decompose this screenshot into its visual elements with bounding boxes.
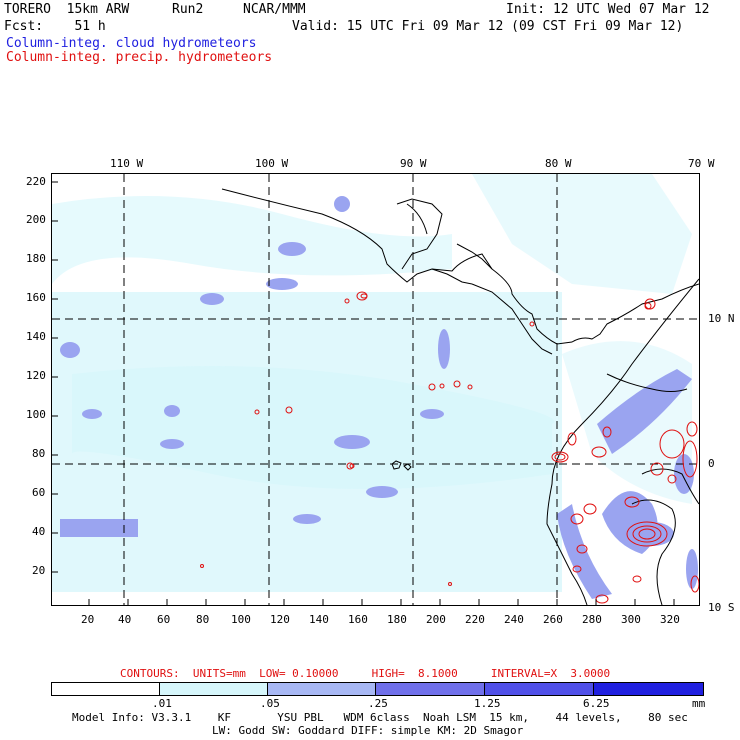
y-label: 80 [32,447,46,460]
legend-swatch [52,683,160,695]
valid-time: Valid: 15 UTC Fri 09 Mar 12 (09 CST Fri … [292,19,684,34]
x-label: 100 [231,613,251,626]
legend-label: .25 [368,697,388,710]
lat-label-0: 0 [708,457,715,470]
x-label: 20 [81,613,95,626]
legend-label: .05 [260,697,280,710]
legend-unit: mm [692,697,706,710]
legend-swatch [268,683,376,695]
cloud-light-field [52,174,692,592]
y-label: 120 [26,369,46,382]
run-label: Run2 [172,2,204,17]
legend-swatch [485,683,594,695]
legend-swatch [376,683,485,695]
y-label: 20 [32,564,46,577]
y-label: 220 [26,175,46,188]
x-label: 280 [582,613,602,626]
y-label: 100 [26,408,46,421]
y-label: 140 [26,330,46,343]
coastlines [221,188,699,605]
legend-label: .01 [152,697,172,710]
precip-contours [200,291,699,604]
field-cloud-title: Column-integ. cloud hydrometeors [6,36,257,51]
lon-label-110w: 110 W [110,157,144,170]
axis-ticks [52,181,675,605]
x-label: 200 [426,613,446,626]
x-label: 80 [196,613,210,626]
forecast-hour: Fcst: 51 h [4,19,106,34]
legend-label: 6.25 [583,697,610,710]
org-label: NCAR/MMM [243,2,306,17]
legend-swatch [594,683,703,695]
color-legend [51,682,704,696]
contours-info: CONTOURS: UNITS=mm LOW= 0.10000 HIGH= 8.… [120,667,611,680]
x-label: 220 [465,613,485,626]
x-label: 60 [157,613,171,626]
x-label: 120 [270,613,290,626]
x-label: 40 [118,613,132,626]
lat-label-10n: 10 N [708,312,735,325]
y-label: 180 [26,252,46,265]
lat-lon-grid [52,174,699,605]
legend-label: 1.25 [474,697,501,710]
map-canvas [52,174,699,605]
y-label: 200 [26,213,46,226]
field-precip-title: Column-integ. precip. hydrometeors [6,50,273,65]
init-time: Init: 12 UTC Wed 07 Mar 12 [506,2,710,17]
y-label: 60 [32,486,46,499]
x-label: 180 [387,613,407,626]
x-label: 140 [309,613,329,626]
x-label: 300 [621,613,641,626]
model-info-line2: LW: Godd SW: Goddard DIFF: simple KM: 2D… [212,724,524,737]
y-label: 40 [32,525,46,538]
lat-label-10s: 10 S [708,601,735,614]
x-label: 320 [660,613,680,626]
x-label: 240 [504,613,524,626]
x-label: 160 [348,613,368,626]
lon-label-90w: 90 W [400,157,427,170]
legend-swatch [160,683,268,695]
lon-label-80w: 80 W [545,157,572,170]
lon-label-100w: 100 W [255,157,289,170]
x-label: 260 [543,613,563,626]
model-title: TORERO 15km ARW [4,2,130,17]
model-info-line1: Model Info: V3.3.1 KF YSU PBL WDM 6class… [72,711,688,724]
y-label: 160 [26,291,46,304]
lon-label-70w: 70 W [688,157,715,170]
map-panel [51,173,700,606]
